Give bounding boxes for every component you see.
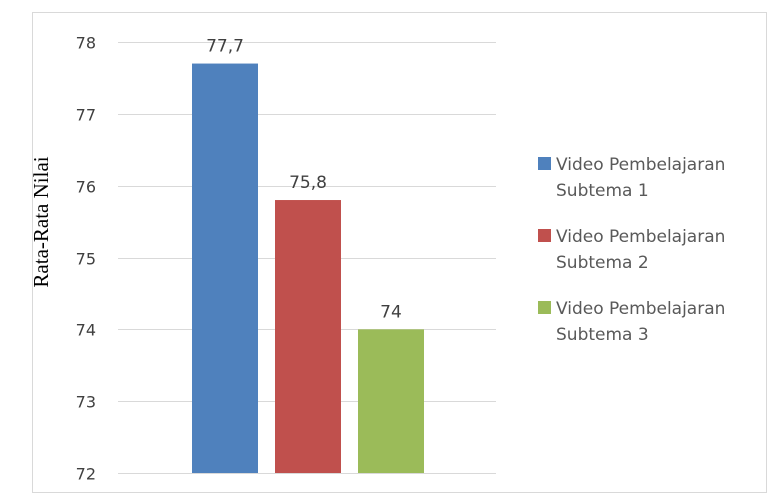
data-labels: 77,7 75,8 74 [206, 37, 402, 323]
bar [275, 200, 341, 474]
legend-label: Video Pembelajaran [556, 155, 725, 175]
legend-swatch [538, 157, 551, 170]
y-tick-label: 78 [76, 34, 96, 53]
legend-label: Subtema 2 [556, 253, 649, 273]
y-axis-label: Rata-Rata Nilai [29, 156, 53, 287]
y-tick-label: 74 [76, 321, 96, 340]
gridlines [118, 42, 496, 474]
bars [192, 63, 424, 474]
bar [192, 63, 258, 474]
legend-label: Subtema 3 [556, 325, 649, 345]
data-label: 74 [380, 302, 402, 322]
y-tick-label: 73 [76, 393, 96, 412]
data-label: 77,7 [206, 37, 244, 57]
legend-label: Video Pembelajaran [556, 227, 725, 247]
y-tick-label: 72 [76, 465, 96, 484]
bar [358, 329, 424, 473]
y-axis-ticks: 72 73 74 75 76 77 78 [76, 34, 96, 484]
legend-swatch [538, 229, 551, 242]
legend-swatch [538, 301, 551, 314]
y-tick-label: 77 [76, 106, 96, 125]
legend: Video Pembelajaran Subtema 1 Video Pembela… [538, 155, 725, 345]
data-label: 75,8 [289, 173, 327, 193]
y-tick-label: 75 [76, 250, 96, 269]
legend-label: Video Pembelajaran [556, 299, 725, 319]
legend-label: Subtema 1 [556, 181, 649, 201]
y-tick-label: 76 [76, 178, 96, 197]
